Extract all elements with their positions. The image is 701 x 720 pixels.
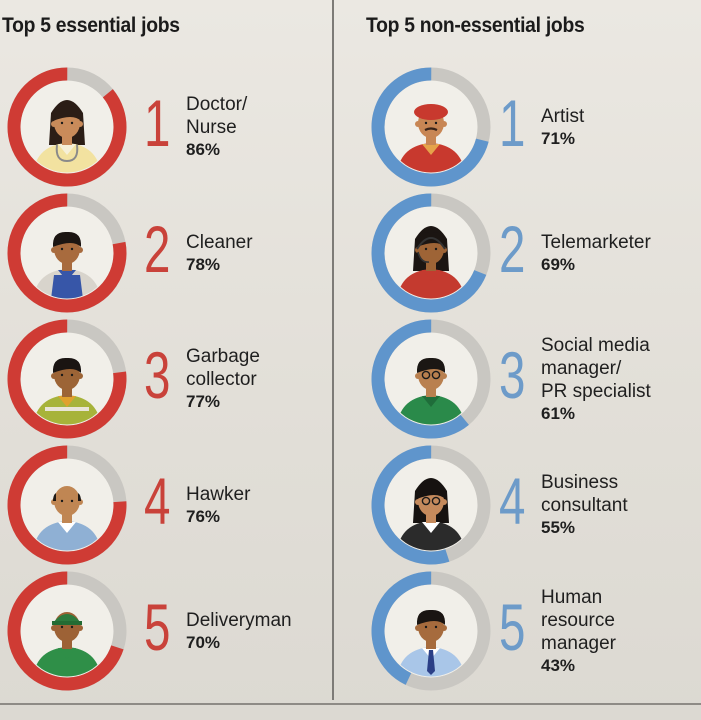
essential-donut-5 [7, 571, 127, 691]
essential-job-2: 2 Cleaner 78% [4, 190, 324, 315]
job-percentage: 69% [541, 255, 576, 274]
job-percentage: 55% [541, 518, 576, 537]
nonessential-job-1: 1 Artist 71% [368, 64, 688, 189]
job-label: Telemarketer [541, 232, 651, 253]
nonessential-donut-1 [371, 67, 491, 187]
donut-value-arc [371, 445, 491, 565]
social-media-manager-icon [397, 357, 465, 425]
job-label: Deliveryman [186, 610, 292, 631]
rank-number: 3 [499, 338, 526, 412]
rank-number: 4 [144, 464, 171, 538]
job-percentage: 86% [186, 140, 221, 159]
rank-number: 2 [499, 212, 526, 286]
rank-number: 5 [499, 590, 526, 664]
nonessential-donut-3 [371, 319, 491, 439]
essential-donut-4 [7, 445, 127, 565]
rank-number: 3 [144, 338, 171, 412]
job-percentage: 61% [541, 404, 576, 423]
column-divider [332, 0, 334, 700]
rank-number: 2 [144, 212, 171, 286]
rank-number: 1 [499, 86, 526, 160]
job-label: Doctor/ Nurse [186, 94, 248, 138]
essential-job-1: 1 Doctor/ Nurse 86% [4, 64, 324, 189]
nonessential-job-5: 5 Human resource manager 43% [368, 568, 688, 693]
job-percentage: 43% [541, 656, 576, 675]
essential-donut-3 [7, 319, 127, 439]
nonessential-donut-4 [371, 445, 491, 565]
cleaner-icon [33, 231, 101, 299]
donut-value-arc [7, 571, 127, 691]
essential-donut-1 [7, 67, 127, 187]
job-label: Business consultant [541, 472, 628, 516]
nonessential-donut-2 [371, 193, 491, 313]
rank-number: 5 [144, 590, 171, 664]
garbage-collector-icon [33, 357, 101, 425]
deliveryman-icon [33, 612, 101, 677]
artist-icon [397, 104, 465, 173]
job-label: Cleaner [186, 232, 253, 253]
essential-donut-2 [7, 193, 127, 313]
job-label: Social media manager/ PR specialist [541, 335, 651, 402]
donut-value-arc [7, 67, 127, 187]
nonessential-job-2: 2 Telemarketer 69% [368, 190, 688, 315]
job-label: Artist [541, 106, 585, 127]
nonessential-job-4: 4 Business consultant 55% [368, 442, 688, 567]
job-percentage: 70% [186, 633, 221, 652]
nonessential-jobs-title: Top 5 non-essential jobs [366, 14, 585, 37]
essential-job-4: 4 Hawker 76% [4, 442, 324, 567]
job-percentage: 78% [186, 255, 221, 274]
nonessential-donut-5 [371, 571, 491, 691]
bottom-rule [0, 703, 701, 705]
job-percentage: 77% [186, 392, 221, 411]
essential-job-5: 5 Deliveryman 70% [4, 568, 324, 693]
doctor-nurse-icon [33, 100, 101, 173]
essential-job-3: 3 Garbage collector 77% [4, 316, 324, 441]
job-label: Garbage collector [186, 346, 260, 390]
rank-number: 1 [144, 86, 171, 160]
nonessential-job-3: 3 Social media manager/ PR specialist 61% [368, 316, 688, 441]
job-label: Human resource manager [541, 587, 616, 654]
telemarketer-icon [397, 226, 465, 299]
donut-value-arc [371, 571, 491, 691]
essential-jobs-title: Top 5 essential jobs [2, 14, 180, 37]
hr-manager-icon [397, 609, 465, 677]
job-percentage: 71% [541, 129, 576, 148]
job-percentage: 76% [186, 507, 221, 526]
business-consultant-icon [397, 478, 465, 551]
hawker-icon [33, 486, 101, 551]
rank-number: 4 [499, 464, 526, 538]
job-label: Hawker [186, 484, 251, 505]
